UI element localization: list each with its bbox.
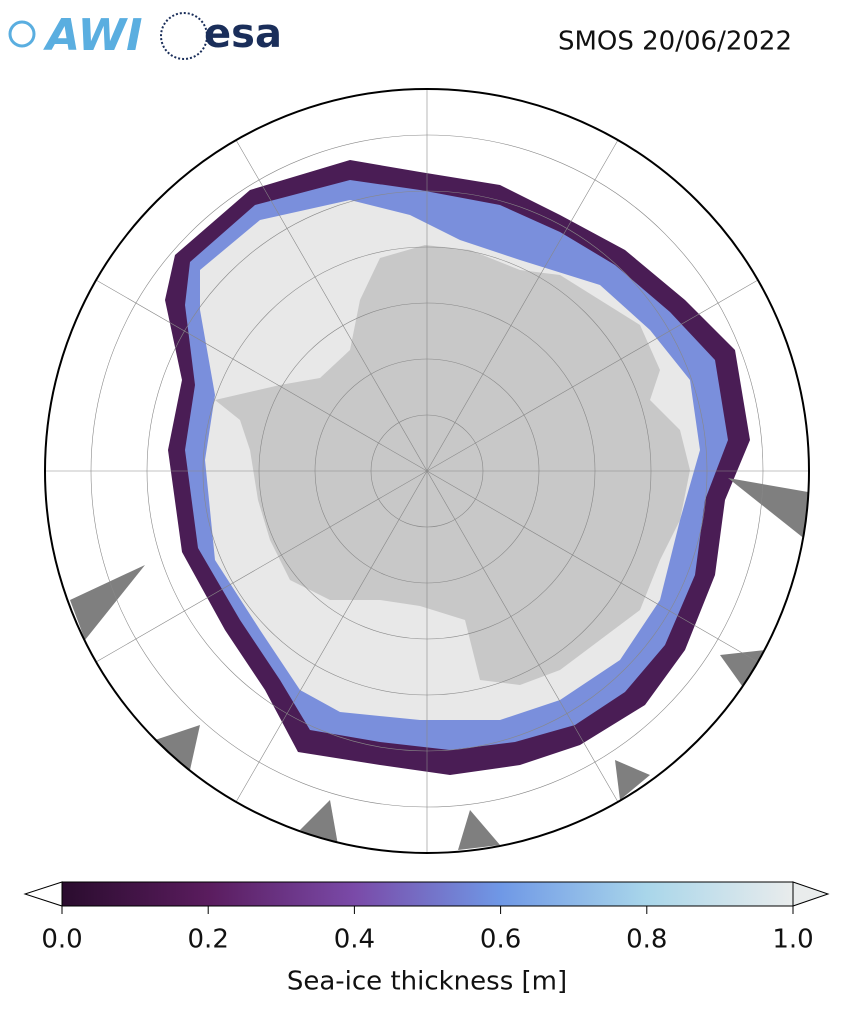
map: [45, 89, 809, 853]
title: SMOS 20/06/2022: [558, 27, 792, 57]
antarctica: [215, 245, 690, 685]
esa-logo: esa: [204, 11, 282, 57]
map-boundary: [44, 88, 810, 854]
land: [70, 565, 145, 640]
colorbar-tick-label: 0.0: [41, 925, 82, 955]
land: [155, 725, 200, 770]
esa-icon: [160, 12, 208, 60]
colorbar-tick-label: 0.4: [334, 925, 375, 955]
colorbar-tick-label: 0.6: [480, 925, 521, 955]
colorbar-gradient: [61, 881, 794, 907]
land: [615, 760, 650, 800]
colorbar-tick-label: 0.8: [626, 925, 667, 955]
colorbar-tick-label: 1.0: [772, 925, 813, 955]
colorbar: Sea-ice thickness [m] 0.0 0.2 0.4 0.6 0.8 1.0: [23, 881, 830, 997]
colorbar-label: Sea-ice thickness [m]: [287, 967, 567, 997]
land: [728, 478, 808, 540]
colorbar-extend-high: [792, 881, 830, 907]
land: [458, 810, 500, 850]
awi-icon: [8, 20, 36, 48]
colorbar-tick-label: 0.2: [188, 925, 229, 955]
awi-logo: AWI: [43, 10, 143, 61]
colorbar-extend-low: [23, 881, 63, 907]
graticule: [45, 89, 809, 853]
land: [720, 650, 765, 690]
logos: AWI esa: [8, 10, 282, 61]
